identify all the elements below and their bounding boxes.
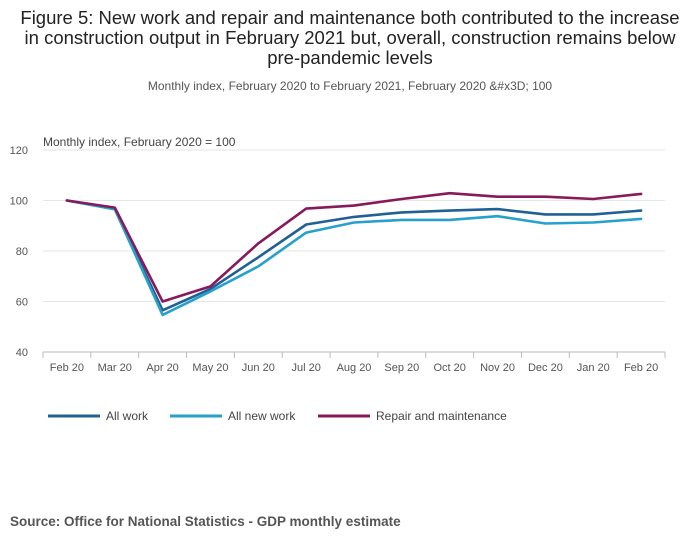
- x-tick-label: Jan 20: [577, 362, 610, 374]
- x-tick-label: Mar 20: [98, 362, 132, 374]
- x-tick-label: May 20: [192, 362, 228, 374]
- x-tick-label: Apr 20: [146, 362, 178, 374]
- legend-label: All work: [106, 409, 149, 423]
- grid-layer: [43, 149, 665, 353]
- x-tick-label: Feb 20: [50, 362, 84, 374]
- chart-title: Figure 5: New work and repair and mainte…: [20, 7, 680, 68]
- legend: All work All new work Repair and maintenan…: [48, 409, 507, 423]
- legend-label: All new work: [228, 409, 296, 423]
- x-tick-label: Jul 20: [291, 362, 320, 374]
- y-tick-label: 60: [16, 297, 28, 309]
- y-tick-label: 100: [10, 196, 28, 208]
- y-tick-label: 40: [16, 347, 28, 359]
- series-line-1[interactable]: [65, 199, 643, 312]
- series-line-3[interactable]: [65, 191, 643, 303]
- x-tick-label: Dec 20: [528, 362, 563, 374]
- x-tick-label: Aug 20: [337, 362, 372, 374]
- x-tick-label: Feb 20: [624, 362, 658, 374]
- source-note: Source: Office for National Statistics -…: [10, 514, 401, 529]
- x-tick-label: Jun 20: [242, 362, 275, 374]
- legend-label: Repair and maintenance: [376, 409, 507, 423]
- y-tick-label: 120: [10, 145, 28, 157]
- y-tick-label: 80: [16, 246, 28, 258]
- axis-layer: 40 60 80 100 120 Monthly index, February 2020…: [10, 135, 666, 374]
- series-line-2[interactable]: [65, 199, 643, 317]
- x-tick-label: Oct 20: [433, 362, 465, 374]
- chart-subtitle: Monthly index, February 2020 to February…: [147, 79, 553, 93]
- x-tick-label: Nov 20: [480, 362, 515, 374]
- x-tick-label: Sep 20: [384, 362, 419, 374]
- line-chart: 40 60 80 100 120 Monthly index, February 2020…: [10, 135, 666, 423]
- y-axis-label: Monthly index, February 2020 = 100: [43, 135, 236, 149]
- series-layer: [65, 191, 643, 317]
